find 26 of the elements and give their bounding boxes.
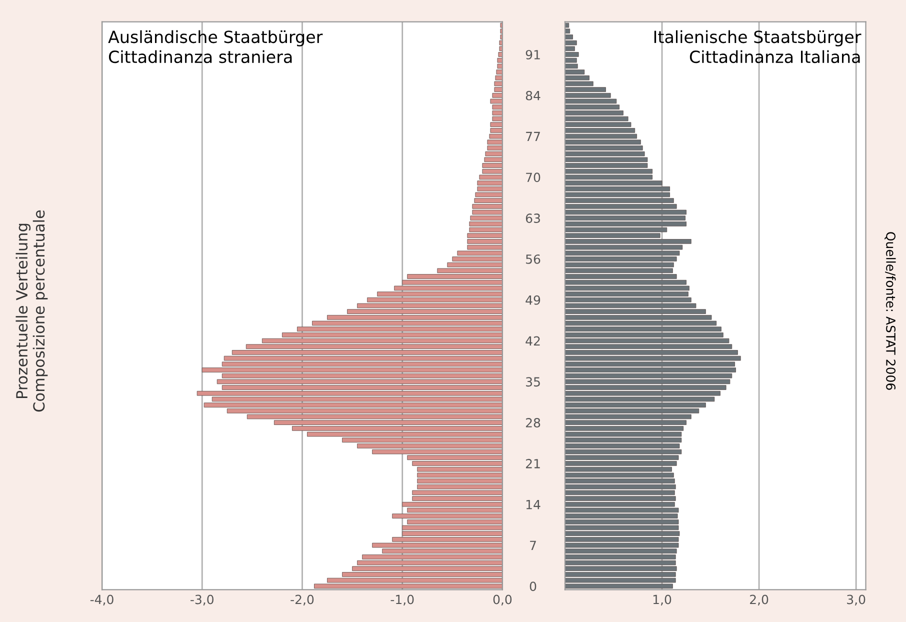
x-tick-label: 2,0 <box>750 594 768 606</box>
y-tick-label: 21 <box>526 458 540 468</box>
x-tick-label: 0,0 <box>493 594 512 606</box>
x-tick-label: -2,0 <box>290 594 314 606</box>
text: Ausländische Staatbürger Cittadinanza straniera <box>108 30 323 64</box>
y-tick-label: 70 <box>526 172 540 182</box>
y-tick-label: 77 <box>526 132 540 142</box>
y-tick-label: 0 <box>530 582 536 592</box>
x-tick-label: 1,0 <box>653 594 672 606</box>
x-tick-label: -3,0 <box>190 594 214 606</box>
text: Italienische Staatsbürger Cittadinanza Italiana <box>654 30 862 64</box>
y-axis-title: Prozentuelle Verteilung Composizione percentuale <box>16 210 48 412</box>
y-tick-label: 56 <box>526 254 540 264</box>
y-tick-label: 7 <box>530 540 536 550</box>
y-tick-label: 14 <box>526 500 540 510</box>
y-tick-label: 84 <box>526 90 540 100</box>
y-tick-label: 28 <box>526 418 540 428</box>
y-tick-label: 35 <box>526 377 540 387</box>
x-tick-label: -1,0 <box>390 594 414 606</box>
y-tick-label: 91 <box>526 50 540 60</box>
y-tick-label: 42 <box>526 336 540 346</box>
y-tick-label: 63 <box>526 214 540 224</box>
x-tick-label: 3,0 <box>847 594 866 606</box>
x-tick-label: -4,0 <box>90 594 114 606</box>
y-tick-label: 49 <box>526 295 540 305</box>
source-note: Quelle/fonte: ASTAT 2006 <box>884 232 896 390</box>
